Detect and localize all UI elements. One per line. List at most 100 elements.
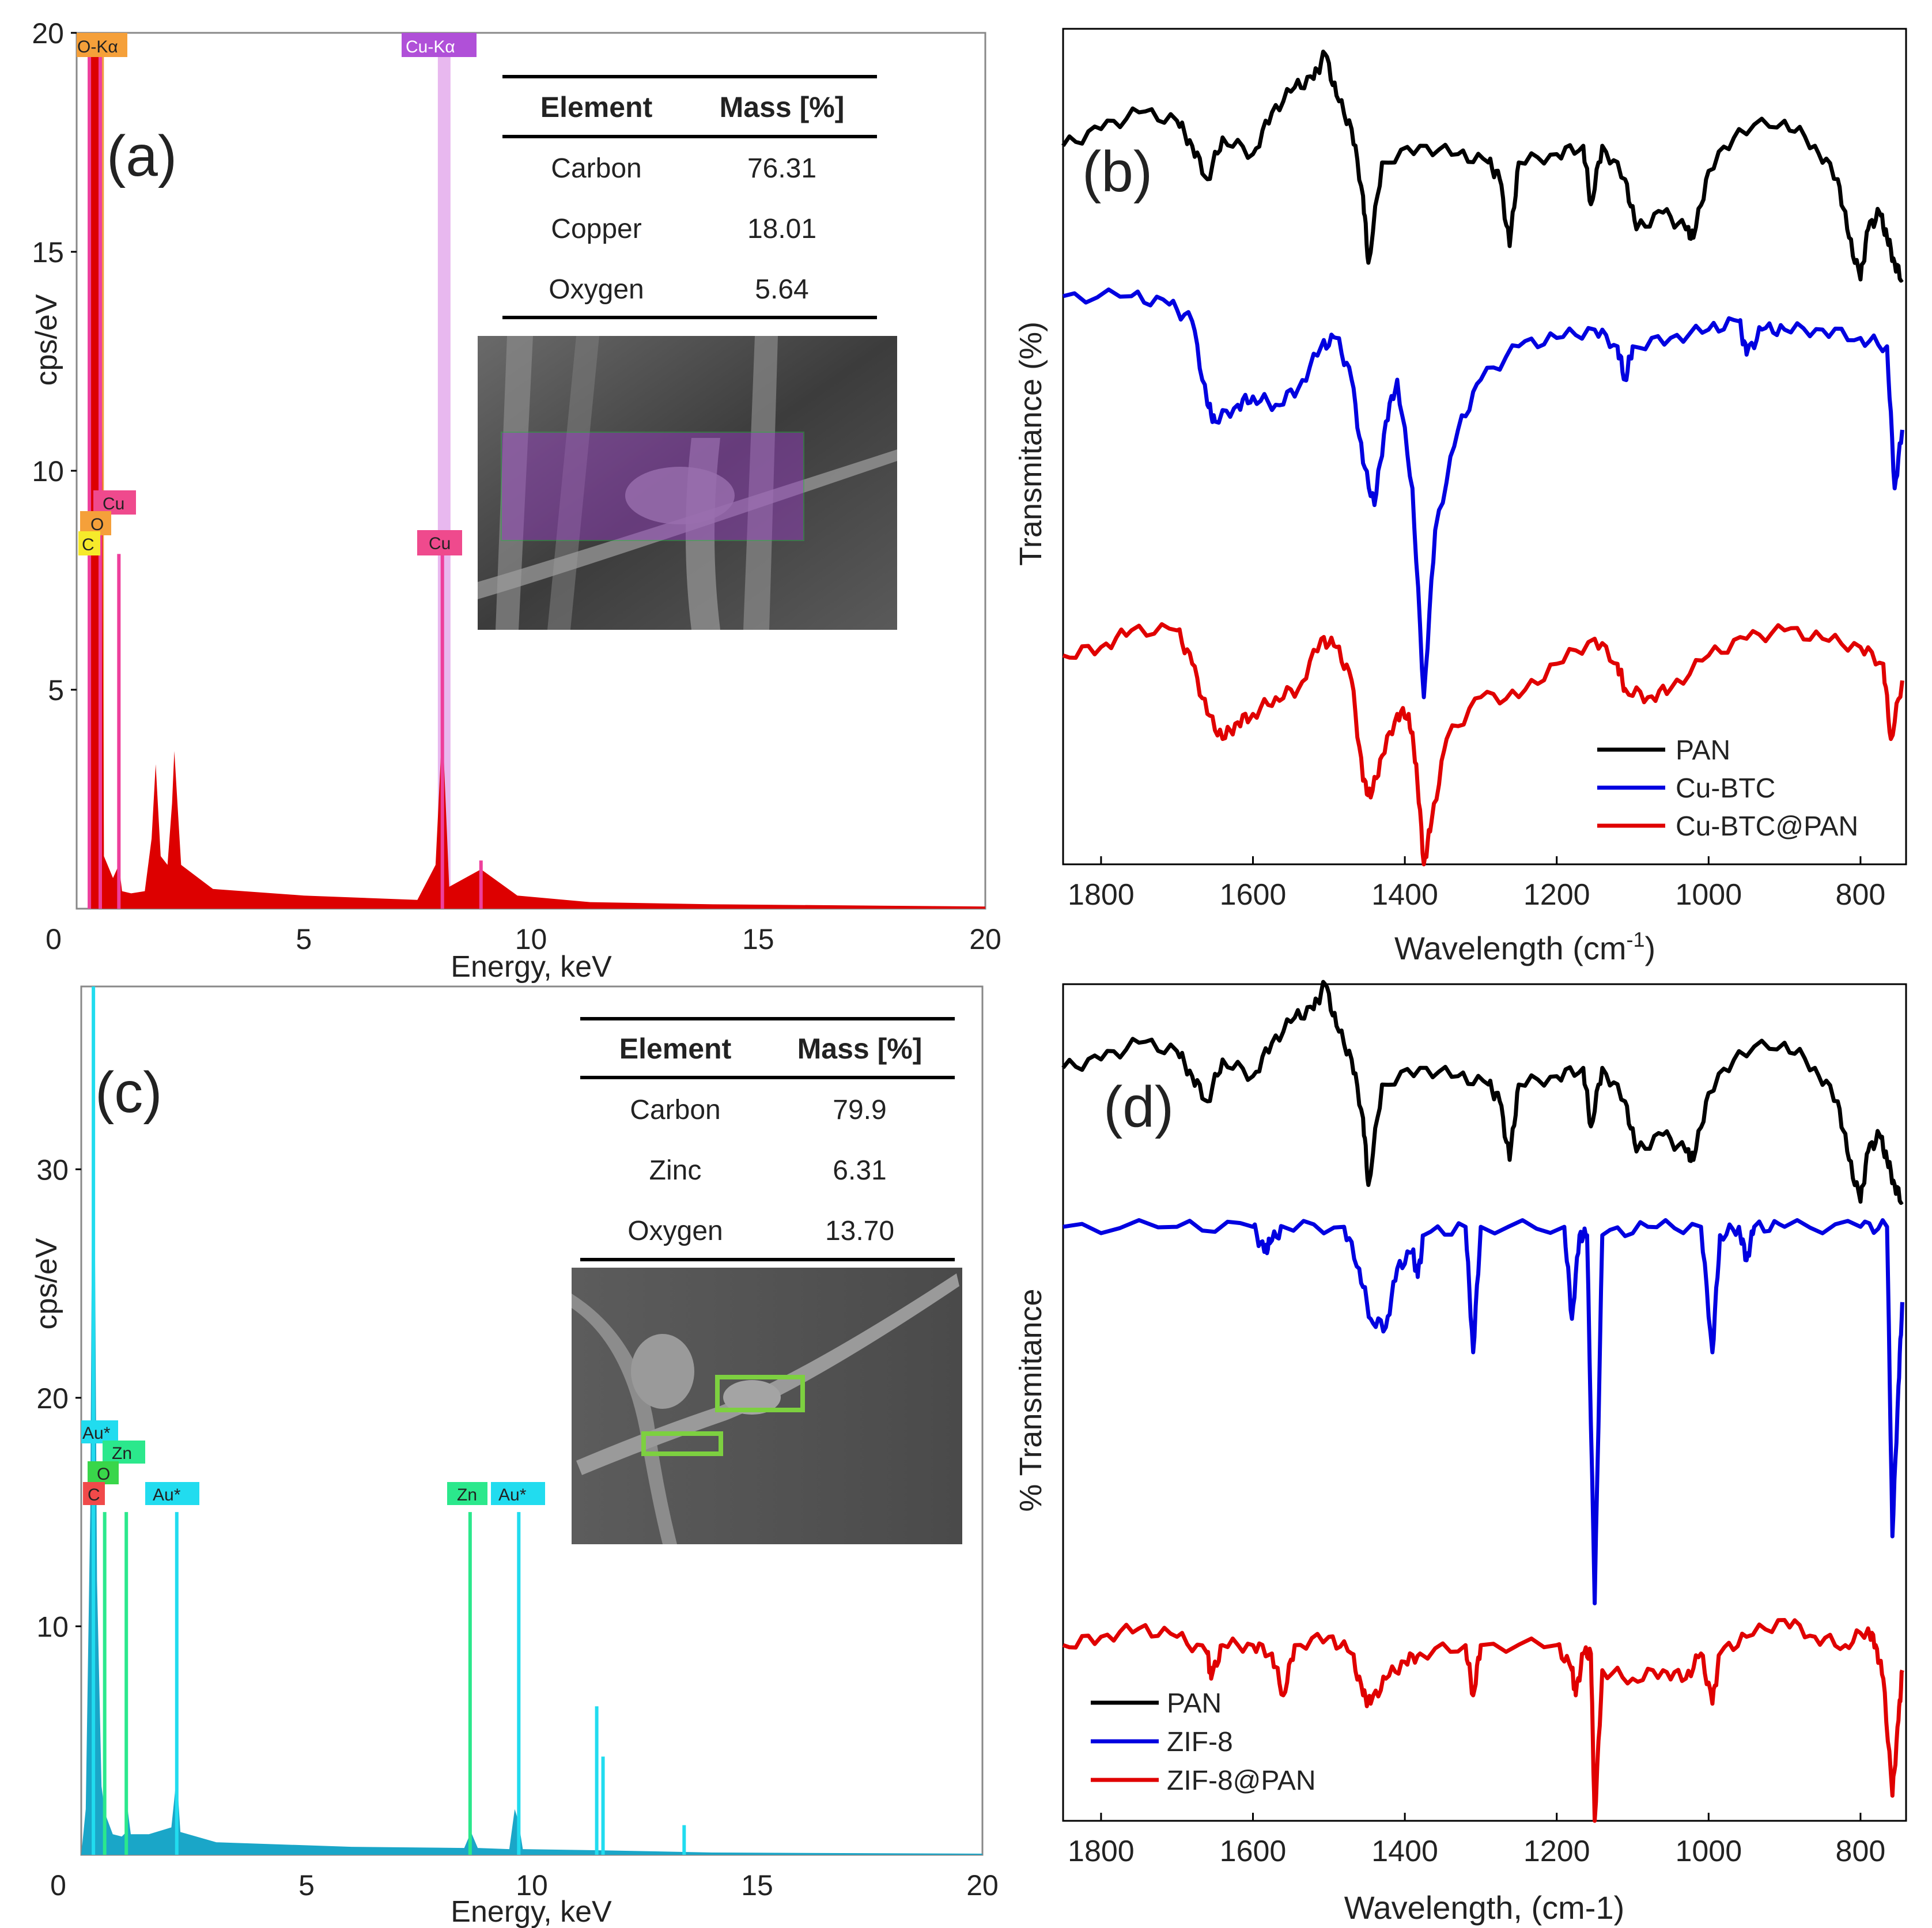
panel-b-ylabel: Transmitance (%) (1014, 322, 1048, 566)
series-line-pan (1061, 50, 1904, 283)
x-tick-label: 10 (515, 923, 547, 955)
panel-a-x-ticks: 0 5 10 15 20 (46, 923, 1001, 955)
panel-a-peak-label-bg-c (78, 531, 100, 555)
panel-c-peak-label-au1: Au* (82, 1424, 111, 1443)
panel-c-peak-label-o: O (97, 1465, 110, 1484)
panel-b-xlabel-end: ) (1645, 930, 1656, 966)
panel-c-table-header-mass: Mass [%] (797, 1033, 922, 1065)
panel-c-peak-label-au2: Au* (153, 1485, 181, 1504)
panel-a-sem-fiber (478, 449, 897, 599)
panel-a-sem-mapping-region (501, 432, 804, 541)
panel-a-table-cell: Copper (551, 214, 641, 244)
panel-c-peak-label-bg-au3 (491, 1482, 545, 1505)
panel-a-table-cell: 76.31 (747, 153, 816, 184)
panel-c-xlabel: Energy, keV (451, 1895, 612, 1928)
panel-a-ylabel: cps/eV (30, 294, 63, 385)
x-tick-label: 0 (50, 1869, 66, 1901)
panel-c-table-cell: Oxygen (627, 1216, 723, 1246)
panel-b-legend-pan: PAN (1676, 735, 1730, 766)
panel-d-ylabel: % Transmitance (1014, 1288, 1048, 1511)
panel-a-peak-label-cu-ka: Cu-Kα (406, 37, 455, 56)
panel-c-sem-roi (715, 1375, 805, 1412)
series-line-zif-8 (1063, 1218, 1904, 1605)
panel-d: 1800 1600 1400 1200 1000 800 % Transmitance W… (1014, 980, 1907, 1926)
x-tick-label: 5 (298, 1869, 315, 1901)
panel-c-table-cell: 13.70 (825, 1216, 894, 1246)
panel-a-xlabel: Energy, keV (451, 950, 612, 984)
series-line-pan (1061, 980, 1904, 1205)
panel-d-legend-zif8: ZIF-8 (1167, 1727, 1233, 1757)
x-tick-label: 800 (1836, 1835, 1886, 1868)
panel-c-sem-particle (631, 1334, 694, 1409)
series-line-zif-8-pan (1062, 1618, 1904, 1823)
x-tick-label: 15 (742, 923, 774, 955)
y-tick-label: 30 (36, 1154, 69, 1186)
x-tick-label: 1800 (1068, 1835, 1135, 1868)
panel-d-legend-zif8pan: ZIF-8@PAN (1167, 1766, 1316, 1796)
panel-b-frame (1062, 28, 1907, 865)
panel-d-frame (1062, 983, 1907, 1822)
panel-a-peak-label-bg-o-ka (77, 33, 127, 57)
panel-c-peak-label-zn2: Zn (457, 1485, 477, 1504)
panel-c-label: (c) (95, 1060, 162, 1125)
panel-c-peak-label-bg-au1 (81, 1420, 118, 1443)
x-tick-label: 1600 (1220, 1835, 1287, 1868)
panel-b-label: (b) (1082, 139, 1152, 204)
panel-c-peak-label-bg-zn1 (103, 1441, 145, 1464)
panel-a-table-header-element: Element (540, 91, 653, 123)
panel-c-y-ticks: 10 20 30 (36, 1154, 81, 1643)
panel-c-peak-label-c: C (88, 1485, 100, 1504)
y-tick-label: 15 (32, 236, 64, 269)
panel-a-peak-label-cu2: Cu (429, 534, 451, 553)
x-tick-label: 1600 (1220, 878, 1287, 912)
panel-c-sem-fiber (572, 1294, 677, 1544)
panel-a-spectrum (88, 33, 985, 909)
panel-c-x-ticks: 0 5 10 15 20 (50, 1869, 999, 1901)
series-line-cu-btc (1063, 287, 1904, 700)
panel-a-y-ticks: 5 10 15 20 (32, 17, 77, 706)
y-tick-label: 10 (32, 455, 64, 487)
panel-a-label: (a) (107, 124, 177, 188)
panel-c-peak-label-bg-zn2 (447, 1482, 487, 1505)
panel-a-sem-particle (625, 467, 735, 524)
panel-a-table-header-mass: Mass [%] (720, 91, 845, 123)
panel-a-table-cell: 5.64 (755, 274, 808, 305)
panel-a-sem-image (478, 336, 897, 630)
y-tick-label: 5 (48, 674, 64, 706)
panel-a-peak-label-o: O (90, 515, 104, 534)
panel-c: 10 20 30 0 5 10 15 20 Energy, keV cps/eV (c) A… (30, 985, 999, 1928)
panel-d-xlabel: Wavelength, (cm-1) (1344, 1889, 1625, 1926)
series-line-cu-btc-pan (1062, 622, 1904, 867)
y-tick-label: 10 (36, 1611, 69, 1643)
x-tick-label: 1000 (1675, 1835, 1742, 1868)
panel-d-legend: PAN ZIF-8 ZIF-8@PAN (1091, 1688, 1316, 1796)
panel-b-x-ticks: 1800 1600 1400 1200 1000 800 (1068, 856, 1885, 912)
panel-a-table: Element Mass [%] Carbon 76.31 Copper 18.… (502, 75, 877, 319)
panel-d-series (1061, 980, 1904, 1823)
y-tick-label: 20 (32, 17, 64, 50)
panel-b-xlabel-sup: -1 (1627, 928, 1645, 951)
panel-c-table-cell: Zinc (649, 1155, 702, 1186)
x-tick-label: 1200 (1523, 878, 1590, 912)
panel-a-sem-fiber (547, 336, 599, 630)
panel-a-peak-label-o-ka: O-Kα (77, 37, 118, 56)
panel-c-peak-label-bg-c (83, 1482, 105, 1505)
panel-b-legend-cubtc: Cu-BTC (1676, 773, 1775, 804)
panel-a-peak-label-bg-cu1 (93, 490, 136, 515)
panel-a-sem-fiber (743, 336, 778, 630)
panel-b: 1800 1600 1400 1200 1000 800 Transmitance (%)… (1014, 28, 1907, 966)
panel-a-table-cell: 18.01 (747, 214, 816, 244)
panel-d-x-ticks: 1800 1600 1400 1200 1000 800 (1068, 1813, 1885, 1868)
panel-c-table: Element Mass [%] Carbon 79.9 Zinc 6.31 O… (580, 1017, 955, 1261)
x-tick-label: 1200 (1523, 1835, 1590, 1868)
panel-c-table-header-element: Element (619, 1033, 732, 1065)
x-tick-label: 0 (46, 923, 62, 955)
x-tick-label: 10 (516, 1869, 548, 1901)
panel-b-series (1061, 50, 1904, 867)
panel-c-sem-fiber (576, 1273, 959, 1475)
panel-c-sem-image (572, 1268, 962, 1544)
panel-a-table-cell: Oxygen (549, 274, 644, 305)
x-tick-label: 5 (296, 923, 312, 955)
panel-b-legend-cubtcpan: Cu-BTC@PAN (1676, 811, 1858, 842)
